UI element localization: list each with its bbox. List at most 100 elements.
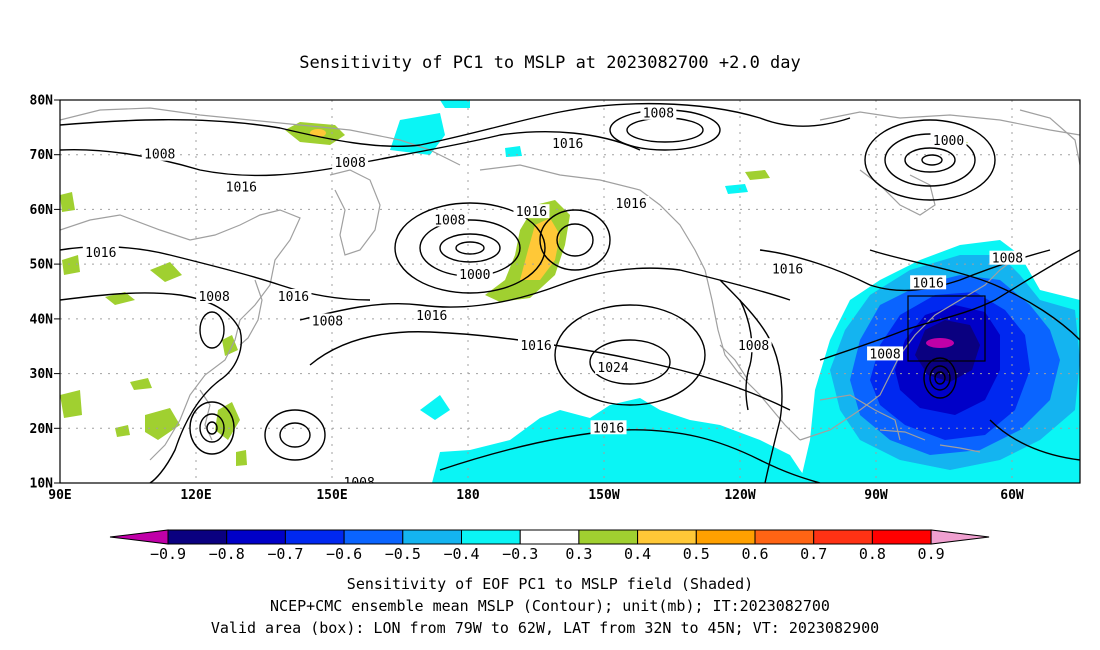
lon-label: 120W	[724, 488, 755, 503]
contour-label: 1016	[613, 195, 650, 212]
contour-label-text: 1008	[869, 347, 900, 362]
contour-label-bg	[332, 154, 369, 169]
shade-positive-patch-13	[115, 425, 130, 437]
colorbar-tick-label: 0.5	[683, 545, 710, 563]
coastline-greenland	[1019, 109, 1080, 166]
contour-label-bg	[989, 250, 1026, 265]
shade-negative-extreme	[915, 320, 980, 382]
contour-label: 1016	[590, 420, 627, 436]
contour-label-text: 1016	[85, 246, 116, 261]
contour-label-text: 1008	[312, 315, 343, 330]
colorbar-tick-label: −0.6	[326, 545, 362, 563]
coastline-kamchatka	[329, 169, 381, 256]
colorbar-tick-label: −0.8	[209, 545, 245, 563]
shade-negative-weak-arctic	[390, 113, 445, 155]
contour-label-bg	[431, 212, 468, 227]
contour-label-bg	[867, 346, 904, 361]
contour-label-text: 1016	[278, 290, 309, 305]
contour-label-text: 1008	[992, 252, 1023, 267]
colorbar-swatch	[226, 529, 286, 545]
coastline-alaska	[479, 164, 706, 271]
shade-negative-weak-pacific	[432, 398, 810, 483]
contour-low-bering-3	[439, 233, 501, 263]
contour-low-greenland-1	[864, 119, 996, 201]
lat-label: 80N	[30, 94, 54, 109]
contour-label-bg	[549, 135, 586, 150]
shade-positive-patch-7	[145, 408, 180, 440]
contour-label-bg	[309, 313, 346, 328]
contour-label-bg	[735, 338, 772, 353]
contour-label-bg	[640, 105, 677, 120]
shade-positive-patch-8	[215, 402, 240, 440]
contour-low-gulf-alaska-1	[539, 209, 611, 271]
lon-label: 90E	[48, 488, 71, 503]
coastline-caribbean	[939, 444, 981, 453]
contour-label: 1016	[413, 308, 450, 324]
contour-label-bg	[590, 420, 627, 435]
shade-positive-patch-3	[62, 255, 80, 275]
colorbar-under-triangle	[109, 529, 169, 545]
shade-negative-weak-gulf	[420, 395, 450, 420]
shade-positive-patch-9	[222, 335, 238, 356]
contour-low-typhoon-3	[206, 421, 218, 435]
contour-label-bg	[930, 133, 967, 148]
contour-label: 1008	[309, 313, 346, 330]
contour-label: 1008	[332, 154, 369, 171]
coastline-baja	[719, 344, 749, 381]
colorbar-swatch	[461, 529, 521, 545]
lon-axis: 90E 120E 150E 180 150W 120W 90W 60W	[48, 488, 1024, 503]
shade-positive-patch-14	[236, 450, 247, 466]
contour-label: 1016	[223, 179, 260, 196]
contour-1008-na-trough	[869, 249, 1080, 341]
contour-label-text: 1016	[226, 181, 257, 196]
contour-label: 1008	[867, 346, 904, 362]
lat-label: 70N	[30, 148, 54, 163]
contour-label: 1008	[141, 146, 178, 163]
colorbar-tick-label: 0.6	[741, 545, 768, 563]
contour-1008-na-east	[819, 249, 1080, 361]
contour-1016-mid-pacific	[299, 267, 791, 321]
contour-label-bg	[341, 475, 378, 483]
contour-low-greenland-4	[921, 154, 943, 166]
lon-label: 150E	[316, 488, 347, 503]
colorbar-tick-label: −0.5	[385, 545, 421, 563]
colorbar-tick-label: 0.4	[624, 545, 651, 563]
contour-1016-south-pacific	[439, 429, 821, 483]
lat-label: 40N	[30, 312, 54, 327]
contour-label-bg	[82, 245, 119, 260]
graticule	[60, 100, 1080, 483]
caption-line-2: NCEP+CMC ensemble mean MSLP (Contour); u…	[270, 597, 830, 615]
contour-label-bg	[910, 275, 947, 290]
contour-label: 1016	[769, 261, 806, 278]
contour-low-hurricane-1	[923, 357, 957, 399]
contour-label-text: 1000	[933, 134, 964, 149]
contour-label: 1008	[640, 105, 677, 122]
contour-1008-asia	[60, 292, 242, 483]
contour-low-wpac-1	[264, 409, 326, 461]
contour-label: 1008	[196, 288, 233, 305]
contour-label-text: 1008	[344, 476, 375, 491]
lat-label: 60N	[30, 203, 54, 218]
contour-label: 1024	[595, 360, 632, 376]
contour-label-text: 1008	[334, 156, 365, 171]
contour-label-text: 1008	[738, 339, 769, 354]
contour-1008-north	[60, 102, 851, 148]
contour-low-bering-1	[394, 202, 546, 294]
contour-label: 1008	[735, 338, 772, 354]
colorbar-tick-label: 0.9	[918, 545, 945, 563]
colorbar-tick-label: −0.4	[443, 545, 479, 563]
lat-label: 30N	[30, 367, 54, 382]
shade-positive-patch-5	[105, 292, 135, 305]
contour-label: 1016	[549, 135, 586, 152]
shade-negative-weak-arctic-2	[440, 100, 470, 108]
contour-1016-us-mid	[719, 279, 783, 483]
contour-label-text: 1016	[593, 421, 624, 436]
contour-label: 1000	[930, 133, 967, 149]
shade-positive-patch-2	[60, 192, 75, 212]
contour-1016-subtropical	[309, 331, 791, 411]
shade-positive-patch-4	[150, 262, 182, 282]
map-frame	[59, 99, 1081, 484]
shade-negative-peak	[926, 338, 954, 348]
contour-label-bg	[518, 338, 554, 353]
